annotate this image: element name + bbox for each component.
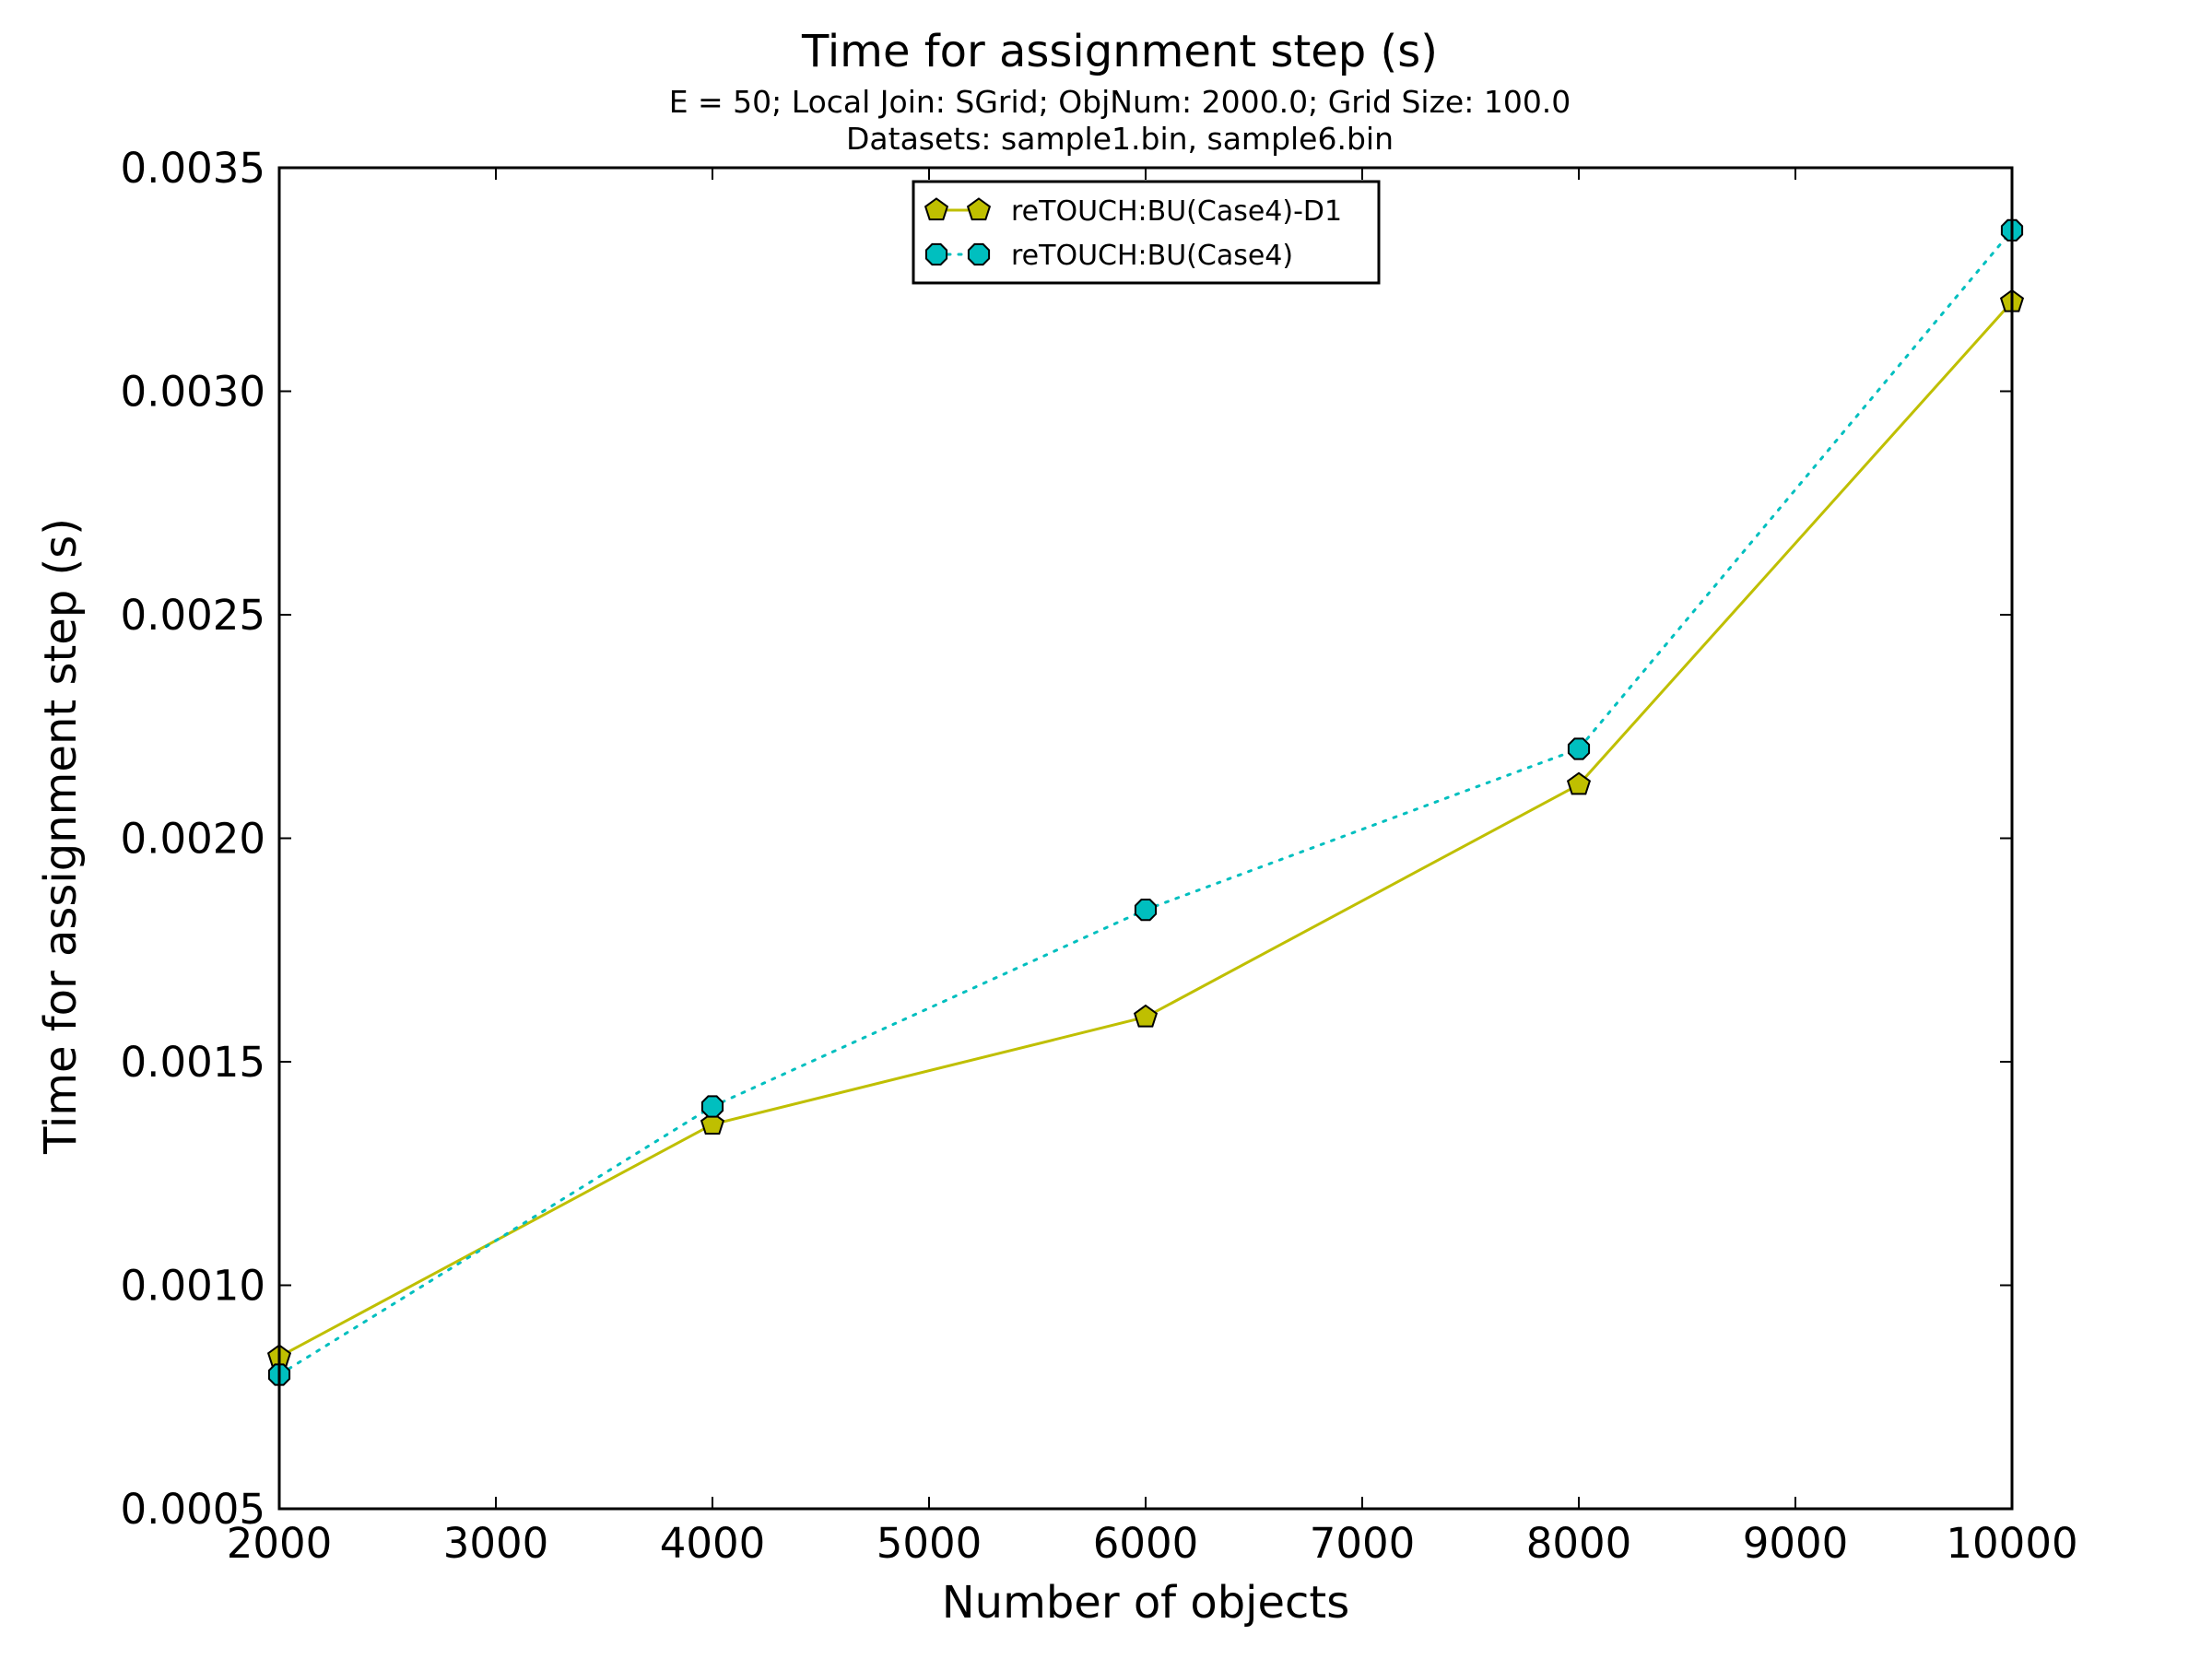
- x-axis-label: Number of objects: [942, 1577, 1350, 1629]
- legend: reTOUCH:BU(Case4)-D1 reTOUCH:BU(Case4): [912, 180, 1381, 285]
- plot-area: [266, 218, 2025, 1386]
- axes: 2000 3000 4000 5000 6000 7000 8000 9000 10000 0.0…: [121, 144, 2078, 1568]
- y-tick-label-1: 0.0010: [121, 1262, 265, 1311]
- x-tick-label-0: 2000: [227, 1519, 333, 1568]
- legend-label-0: reTOUCH:BU(Case4)-D1: [1011, 195, 1342, 228]
- data-point-s1-3: [1567, 737, 1591, 760]
- data-point-s0-2: [1133, 1004, 1159, 1028]
- y-tick-label-0: 0.0005: [121, 1485, 265, 1534]
- data-point-s1-2: [1134, 899, 1158, 922]
- chart-title: Time for assignment step (s): [801, 26, 1438, 77]
- x-tick-label-8: 10000: [1946, 1519, 2077, 1568]
- y-tick-label-6: 0.0035: [121, 144, 265, 193]
- x-tick-label-7: 9000: [1743, 1519, 1849, 1568]
- x-tick-label-6: 8000: [1526, 1519, 1632, 1568]
- y-tick-label-5: 0.0030: [121, 368, 265, 417]
- legend-marker-b-0: [966, 197, 992, 221]
- legend-marker-b-1: [967, 242, 991, 266]
- x-tick-label-3: 5000: [877, 1519, 982, 1568]
- legend-marker-a-1: [924, 242, 948, 266]
- x-tick-label-4: 6000: [1093, 1519, 1199, 1568]
- data-point-s0-1: [700, 1112, 725, 1135]
- legend-frame: [912, 180, 1381, 285]
- x-tick-label-2: 4000: [660, 1519, 766, 1568]
- y-tick-label-3: 0.0020: [121, 815, 265, 864]
- y-axis-label: Time for assignment step (s): [35, 518, 87, 1155]
- chart-subtitle-line-1: E = 50; Local Join: SGrid; ObjNum: 2000.…: [669, 84, 1571, 120]
- x-tick-label-5: 7000: [1310, 1519, 1416, 1568]
- data-point-s0-3: [1566, 771, 1592, 795]
- data-point-s1-1: [700, 1095, 724, 1118]
- y-tick-label-4: 0.0025: [121, 591, 265, 640]
- x-tick-label-1: 3000: [443, 1519, 549, 1568]
- chart-subtitle-line-2: Datasets: sample1.bin, sample6.bin: [846, 121, 1394, 157]
- legend-label-1: reTOUCH:BU(Case4): [1011, 240, 1293, 272]
- y-tick-label-2: 0.0015: [121, 1038, 265, 1087]
- legend-marker-a-0: [924, 197, 949, 221]
